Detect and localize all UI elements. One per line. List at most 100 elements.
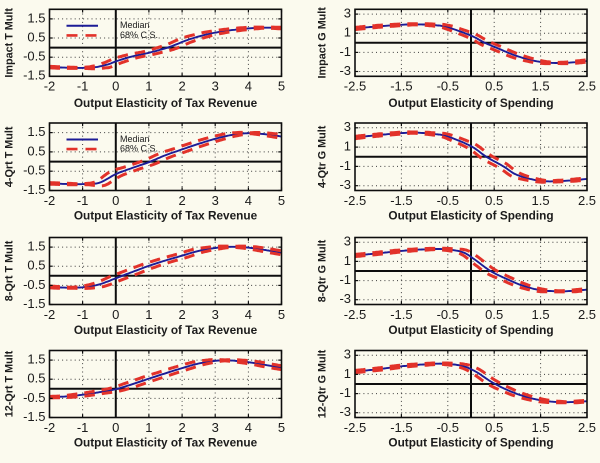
svg-text:-1: -1 [339, 44, 351, 59]
svg-text:0.5: 0.5 [485, 193, 503, 208]
svg-text:-0.5: -0.5 [23, 163, 45, 178]
svg-text:Output Elasticity of Tax Reven: Output Elasticity of Tax Revenue [74, 209, 258, 223]
svg-text:-2.5: -2.5 [344, 79, 366, 94]
svg-text:5: 5 [278, 193, 285, 208]
svg-text:-0.5: -0.5 [437, 193, 459, 208]
svg-text:Output Elasticity of Spending: Output Elasticity of Spending [388, 96, 553, 110]
svg-text:0.5: 0.5 [27, 258, 45, 273]
svg-text:3: 3 [212, 307, 219, 322]
svg-text:2: 2 [178, 79, 185, 94]
svg-text:1: 1 [344, 139, 351, 154]
svg-text:0: 0 [112, 79, 119, 94]
svg-text:-0.5: -0.5 [23, 277, 45, 292]
svg-text:2: 2 [178, 420, 185, 435]
svg-text:0.5: 0.5 [485, 307, 503, 322]
svg-text:-3: -3 [339, 404, 351, 419]
svg-text:5: 5 [278, 307, 285, 322]
svg-text:3: 3 [344, 347, 351, 362]
svg-text:-0.5: -0.5 [23, 390, 45, 405]
svg-text:-2: -2 [44, 193, 56, 208]
svg-text:0: 0 [112, 420, 119, 435]
svg-text:-3: -3 [339, 291, 351, 306]
svg-text:1.5: 1.5 [27, 239, 45, 254]
svg-text:Median: Median [120, 20, 150, 30]
svg-text:Output Elasticity of Tax Reven: Output Elasticity of Tax Revenue [74, 323, 258, 337]
svg-text:2.5: 2.5 [578, 79, 596, 94]
svg-text:0.5: 0.5 [27, 371, 45, 386]
svg-text:2.5: 2.5 [578, 420, 596, 435]
svg-text:8-Qtr G Mult: 8-Qtr G Mult [317, 239, 329, 302]
svg-text:0.5: 0.5 [27, 143, 45, 158]
svg-text:Median: Median [120, 134, 150, 144]
svg-text:-2: -2 [44, 420, 56, 435]
svg-text:3: 3 [212, 79, 219, 94]
svg-text:2: 2 [178, 307, 185, 322]
svg-text:-1.5: -1.5 [23, 68, 45, 83]
svg-text:-1.5: -1.5 [23, 182, 45, 197]
svg-text:3: 3 [344, 119, 351, 134]
svg-text:-1: -1 [339, 158, 351, 173]
svg-text:1: 1 [344, 25, 351, 40]
svg-text:1: 1 [145, 420, 152, 435]
svg-text:1: 1 [344, 253, 351, 268]
svg-text:-1.5: -1.5 [390, 307, 412, 322]
svg-text:4-Qtr G Mult: 4-Qtr G Mult [317, 125, 329, 188]
svg-text:3: 3 [344, 234, 351, 249]
svg-text:0.5: 0.5 [485, 420, 503, 435]
svg-text:-1.5: -1.5 [390, 193, 412, 208]
svg-text:12-Qrt T Mult: 12-Qrt T Mult [3, 350, 15, 417]
svg-text:-3: -3 [339, 63, 351, 78]
svg-text:Output Elasticity of Spending: Output Elasticity of Spending [388, 436, 553, 450]
svg-text:1.5: 1.5 [27, 352, 45, 367]
svg-text:12-Qtr G Mult: 12-Qtr G Mult [317, 349, 329, 418]
svg-text:0.5: 0.5 [27, 29, 45, 44]
svg-text:-2: -2 [44, 79, 56, 94]
svg-text:-1.5: -1.5 [390, 79, 412, 94]
svg-text:3: 3 [344, 6, 351, 21]
svg-text:-0.5: -0.5 [437, 307, 459, 322]
svg-text:3: 3 [212, 193, 219, 208]
svg-text:Output Elasticity of Tax Reven: Output Elasticity of Tax Revenue [74, 96, 258, 110]
svg-text:-1: -1 [339, 272, 351, 287]
svg-text:0: 0 [112, 193, 119, 208]
svg-text:8-Qrt T Mult: 8-Qrt T Mult [3, 240, 15, 301]
svg-text:-0.5: -0.5 [437, 79, 459, 94]
svg-text:-3: -3 [339, 177, 351, 192]
svg-text:-2.5: -2.5 [344, 307, 366, 322]
svg-text:Impact G Mult: Impact G Mult [317, 7, 329, 79]
svg-text:68% C.S.: 68% C.S. [120, 143, 158, 153]
svg-text:4: 4 [245, 193, 252, 208]
svg-text:1.5: 1.5 [532, 307, 550, 322]
svg-text:0: 0 [112, 307, 119, 322]
svg-text:-1: -1 [339, 385, 351, 400]
svg-text:-2.5: -2.5 [344, 193, 366, 208]
svg-text:5: 5 [278, 420, 285, 435]
svg-text:2: 2 [178, 193, 185, 208]
svg-text:1.5: 1.5 [532, 420, 550, 435]
svg-text:-1.5: -1.5 [23, 409, 45, 424]
svg-text:2.5: 2.5 [578, 307, 596, 322]
svg-text:-1: -1 [77, 420, 89, 435]
svg-text:Output Elasticity of Tax Reven: Output Elasticity of Tax Revenue [74, 436, 258, 450]
svg-text:4-Qrt T Mult: 4-Qrt T Mult [3, 126, 15, 187]
svg-text:-0.5: -0.5 [23, 49, 45, 64]
svg-text:Output Elasticity of Spending: Output Elasticity of Spending [388, 323, 553, 337]
svg-text:1: 1 [145, 193, 152, 208]
svg-text:4: 4 [245, 307, 252, 322]
svg-text:1.5: 1.5 [532, 193, 550, 208]
svg-text:1.5: 1.5 [27, 10, 45, 25]
svg-text:Impact T Mult: Impact T Mult [3, 8, 15, 78]
svg-text:1.5: 1.5 [532, 79, 550, 94]
svg-text:2.5: 2.5 [578, 193, 596, 208]
svg-text:-1.5: -1.5 [23, 296, 45, 311]
svg-text:-2: -2 [44, 307, 56, 322]
svg-text:-1.5: -1.5 [390, 420, 412, 435]
svg-text:1: 1 [145, 79, 152, 94]
svg-text:68% C.S.: 68% C.S. [120, 30, 158, 40]
svg-text:Output Elasticity of Spending: Output Elasticity of Spending [388, 209, 553, 223]
svg-text:4: 4 [245, 420, 252, 435]
svg-text:3: 3 [212, 420, 219, 435]
svg-text:-1: -1 [77, 79, 89, 94]
svg-text:1: 1 [145, 307, 152, 322]
svg-text:-0.5: -0.5 [437, 420, 459, 435]
